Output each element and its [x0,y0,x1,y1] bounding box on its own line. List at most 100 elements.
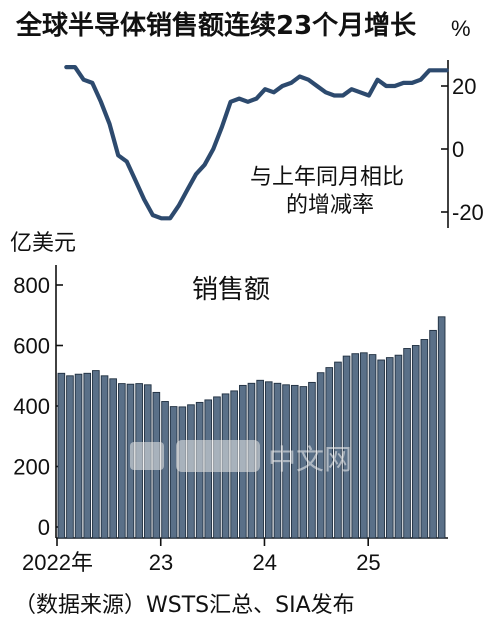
line-point [160,217,163,220]
bar-2023-03 [178,406,187,539]
bar-2024-11 [351,353,360,539]
bar-2025-03 [385,357,394,539]
line-point [316,85,318,87]
line-point [229,101,232,103]
line-point [100,101,102,103]
bar-ytick-label: 800 [13,273,50,298]
line-point [264,88,266,90]
line-point [169,217,171,220]
bar-xtick-label: 25 [356,550,380,575]
line-point [195,173,197,175]
bar-chart-title: 销售额 [192,275,270,305]
chart-title: 全球半导体销售额连续23个月增长 [15,10,417,41]
line-point [419,78,422,81]
line-point [74,66,76,68]
bar-2022-02 [66,375,74,539]
bar-2025-08 [429,329,437,539]
bar-2022-01 [57,372,66,539]
bar-2025-01 [368,354,377,539]
line-point [238,97,240,100]
bar-2024-07 [316,372,325,539]
line-point [359,91,362,94]
bar-2025-09 [437,316,446,539]
bar-2022-04 [83,372,92,539]
bar-xtick-label: 2022年 [22,550,93,575]
line-point [324,91,327,94]
line-point [203,164,206,166]
line-point [212,148,215,150]
bar-2025-06 [411,345,420,539]
bar-2025-02 [377,359,385,539]
line-point [108,123,111,125]
bar-2024-02 [273,382,282,539]
bar-ytick-label: 600 [13,334,50,359]
bar-ytick-label: 200 [13,455,50,480]
bar-2022-03 [74,373,83,539]
bar-2024-12 [360,352,368,539]
line-point [376,78,379,81]
line-ytick-label: 0 [452,137,464,162]
line-point [247,101,249,103]
watermark: 中文网 [130,440,352,476]
bar-ytick-label: 400 [13,394,50,419]
bar-2023-02 [169,406,178,539]
watermark-brand-icon [176,440,260,472]
line-point [402,82,405,84]
bar-xtick-label: 23 [149,550,173,575]
bar-2025-05 [403,348,411,539]
bar-2024-04 [290,384,299,539]
line-point [385,85,388,87]
line-point [428,69,431,72]
line-point [445,69,448,72]
watermark-logo-icon [130,442,164,470]
line-point [82,78,85,81]
bar-2024-06 [308,381,316,539]
line-point [411,82,413,84]
bar-2023-01 [161,401,169,539]
bar-2022-07 [109,378,117,539]
line-point [350,88,353,90]
line-label-1: 与上年同月相比 [250,165,404,190]
bar-2025-07 [420,339,429,539]
watermark-text: 中文网 [268,443,352,476]
line-point [290,82,292,84]
line-point [273,91,275,94]
line-point [342,94,344,97]
line-point [152,214,154,216]
line-point [177,204,180,207]
line-ytick-label: -20 [452,200,484,225]
bar-2024-03 [282,384,290,539]
bar-2025-04 [394,354,403,539]
line-point [281,85,284,87]
line-point [333,94,336,97]
bar-2022-05 [92,370,100,539]
bar-2024-08 [325,367,334,539]
line-point [368,94,370,97]
line-series-yoy [64,65,449,221]
bar-2024-01 [264,381,273,539]
line-unit-label: % [451,16,471,41]
line-point [117,154,119,157]
source-note: （数据来源）WSTS汇总、SIA发布 [14,593,355,618]
bar-2024-10 [342,355,351,539]
line-point [65,66,68,68]
bar-ytick-label: 0 [38,515,50,540]
line-point [186,189,189,191]
bar-2022-08 [118,383,126,539]
line-point [255,97,258,100]
bar-2022-06 [100,375,109,539]
bar-ylabel: 亿美元 [10,231,76,256]
line-point [134,179,137,182]
line-point [91,82,94,84]
bar-2024-05 [299,386,308,539]
line-point [437,69,439,72]
line-point [143,198,145,201]
line-point [126,160,128,163]
line-point [221,126,223,128]
line-ytick-label: 20 [452,74,476,99]
bar-2024-09 [334,361,342,539]
bar-xtick-label: 24 [252,550,276,575]
line-label-2: 的增减率 [286,193,374,218]
line-point [298,75,301,78]
